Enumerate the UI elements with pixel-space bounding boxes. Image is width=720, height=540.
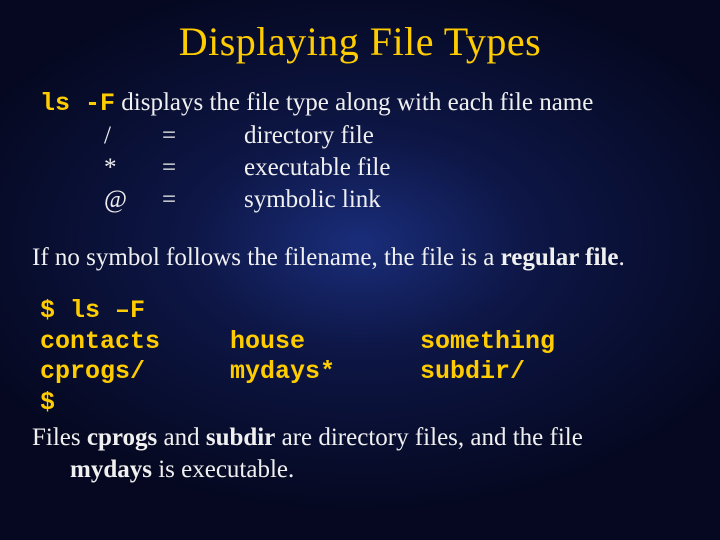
code-cell: cprogs/ xyxy=(40,357,230,388)
slide: Displaying File Types ls -F displays the… xyxy=(0,0,720,540)
code-cell: mydays* xyxy=(230,357,420,388)
code-line: contacts house something xyxy=(40,327,688,358)
note-strong: regular file xyxy=(501,244,619,271)
regular-file-note: If no symbol follows the filename, the f… xyxy=(32,242,688,274)
code-line: $ ls –F xyxy=(40,296,688,327)
definition-equals: = xyxy=(162,152,244,184)
definition-desc: directory file xyxy=(244,120,688,152)
explain-line2: mydays is executable. xyxy=(70,454,688,486)
explain-bold: subdir xyxy=(206,424,275,451)
code-cell: subdir/ xyxy=(420,357,688,388)
explain-text: are directory files, and the file xyxy=(275,424,583,451)
note-pre: If no symbol follows the filename, the f… xyxy=(32,244,501,271)
command-desc-rest: displays the file type along with each f… xyxy=(115,89,593,116)
explanation: Files cprogs and subdir are directory fi… xyxy=(32,422,688,486)
explain-text: is executable. xyxy=(152,456,294,483)
code-cell: something xyxy=(420,327,688,358)
explain-bold: mydays xyxy=(70,456,152,483)
definition-symbol: * xyxy=(104,152,162,184)
explain-text: Files xyxy=(32,424,87,451)
code-example: $ ls –F contacts house something cprogs/… xyxy=(40,296,688,418)
explain-text: and xyxy=(157,424,206,451)
definition-row: * = executable file xyxy=(104,152,688,184)
code-line: cprogs/ mydays* subdir/ xyxy=(40,357,688,388)
note-post: . xyxy=(618,244,624,271)
definition-equals: = xyxy=(162,120,244,152)
code-line: $ xyxy=(40,388,688,419)
slide-title: Displaying File Types xyxy=(32,18,688,65)
explain-bold: cprogs xyxy=(87,424,157,451)
definition-symbol: / xyxy=(104,120,162,152)
definition-row: @ = symbolic link xyxy=(104,184,688,216)
slide-body: ls -F displays the file type along with … xyxy=(32,87,688,486)
definition-symbol: @ xyxy=(104,184,162,216)
definition-row: / = directory file xyxy=(104,120,688,152)
command-description: ls -F displays the file type along with … xyxy=(40,87,688,120)
definition-desc: symbolic link xyxy=(244,184,688,216)
definition-desc: executable file xyxy=(244,152,688,184)
definition-equals: = xyxy=(162,184,244,216)
code-cell: contacts xyxy=(40,327,230,358)
command-text: ls -F xyxy=(40,89,115,118)
code-cell: house xyxy=(230,327,420,358)
